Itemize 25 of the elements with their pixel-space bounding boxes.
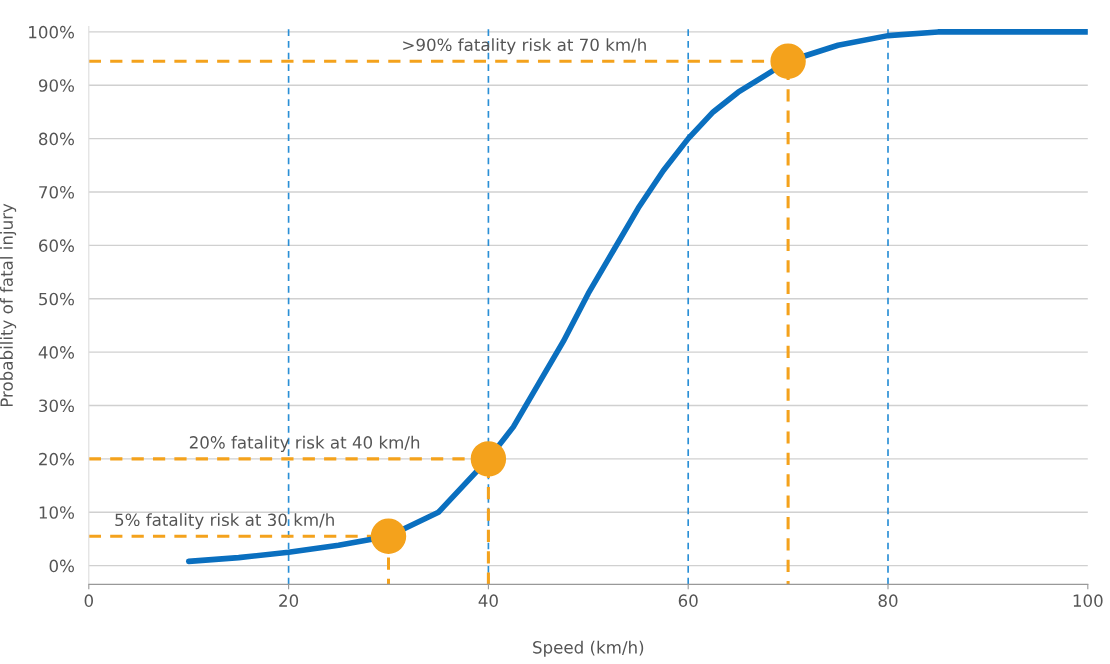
y-tick-label: 30% (39, 399, 74, 413)
point (770, 43, 806, 79)
annotation: 5% fatality risk at 30 km/h (115, 513, 334, 530)
y-axis-title: Probability of fatal injury (0, 203, 17, 407)
y-tick-label: 50% (39, 292, 74, 306)
y-tick-label: 10% (39, 506, 74, 519)
y-tick-label: 100% (29, 25, 74, 39)
point (470, 441, 507, 477)
y-tick-label: 90% (38, 79, 74, 92)
y-tick-label: 40% (38, 346, 74, 359)
x-tick-label: 40 (478, 594, 498, 607)
annotation: 20% fatality risk at 40 km/h (189, 435, 420, 452)
x-axis-title: Speed (km/h) (533, 640, 644, 657)
point (370, 518, 407, 554)
y-tick-label: 70% (39, 185, 74, 199)
x-tick-label: 60 (678, 594, 698, 607)
y-tick-label: 60% (39, 239, 74, 252)
y-tick-label: 80% (39, 132, 74, 146)
x-tick-label: 0 (84, 594, 93, 607)
x-tick-label: 100 (1073, 594, 1103, 607)
annotation: >90% fatality risk at 70 km/h (403, 38, 646, 55)
x-tick-label: 80 (878, 594, 898, 607)
y-tick-label: 0% (49, 559, 74, 573)
y-tick-label: 20% (39, 452, 74, 466)
x-tick-label: 20 (279, 594, 299, 607)
